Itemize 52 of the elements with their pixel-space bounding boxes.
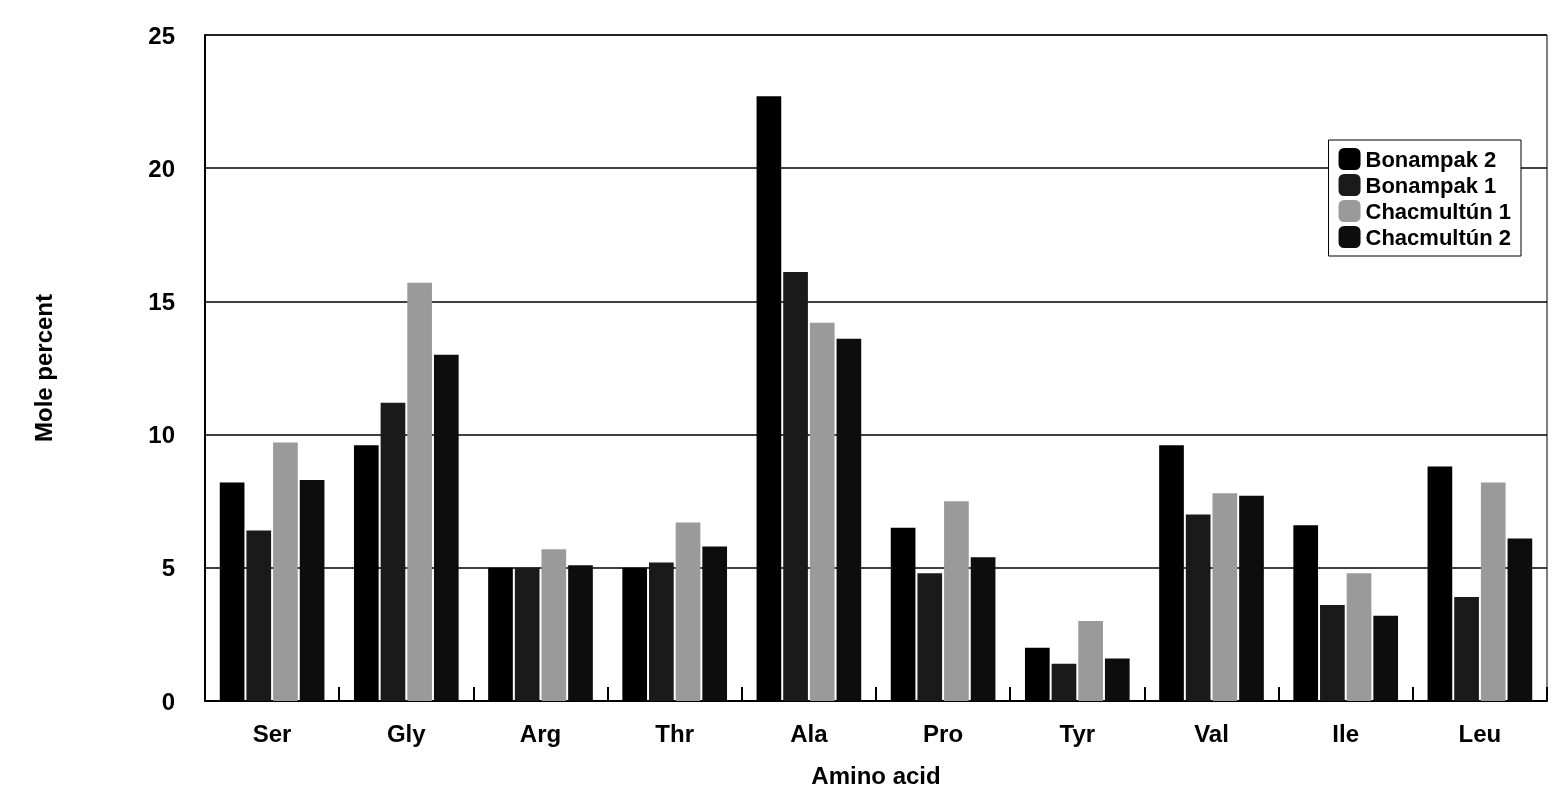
bar [649, 562, 674, 701]
bar [917, 573, 943, 701]
bar [783, 272, 808, 701]
bar [809, 322, 835, 701]
bar [1104, 658, 1130, 701]
legend-label: Bonampak 1 [1365, 172, 1497, 198]
y-tick-label: 0 [161, 687, 175, 715]
bar [246, 530, 272, 701]
x-tick-label: Val [1194, 719, 1229, 747]
bar [1051, 663, 1077, 701]
x-tick-label: Leu [1458, 719, 1502, 747]
bar [380, 402, 406, 701]
bar [1239, 495, 1264, 701]
bar [407, 282, 432, 701]
x-tick-label: Ala [790, 719, 829, 747]
bar [675, 522, 701, 701]
bar [836, 338, 862, 701]
bar [433, 354, 459, 701]
bar [568, 565, 593, 701]
bar [1454, 597, 1479, 701]
bar [541, 549, 567, 701]
x-tick-label: Pro [923, 719, 964, 747]
bar [1480, 482, 1506, 701]
bar [514, 567, 540, 701]
bar [702, 546, 728, 701]
x-tick-label: Thr [655, 719, 695, 747]
y-axis-title: Mole percent [29, 293, 57, 443]
bar [299, 479, 325, 701]
y-tick-label: 15 [148, 287, 175, 315]
bar [944, 501, 969, 701]
x-tick-label: Tyr [1059, 719, 1096, 747]
bar [1078, 621, 1103, 701]
legend-label: Chacmultún 1 [1365, 198, 1512, 224]
legend-label: Bonampak 2 [1365, 146, 1497, 172]
x-tick-label: Ser [252, 719, 292, 747]
y-tick-label: 10 [148, 421, 175, 449]
x-tick-label: Arg [519, 719, 562, 747]
bar [1507, 538, 1533, 701]
bar [970, 557, 996, 701]
bar [273, 442, 298, 701]
legend-label: Chacmultún 2 [1365, 224, 1512, 250]
x-tick-label: Ile [1332, 719, 1360, 747]
x-axis-title: Amino acid [811, 761, 941, 789]
bar [1373, 615, 1399, 701]
y-tick-label: 25 [148, 21, 175, 49]
bar [1346, 573, 1372, 701]
y-tick-label: 5 [161, 554, 175, 582]
bar [1212, 493, 1238, 701]
x-tick-label: Gly [386, 719, 427, 747]
bar [1320, 605, 1345, 701]
bar [1185, 514, 1211, 701]
y-tick-label: 20 [148, 154, 175, 182]
